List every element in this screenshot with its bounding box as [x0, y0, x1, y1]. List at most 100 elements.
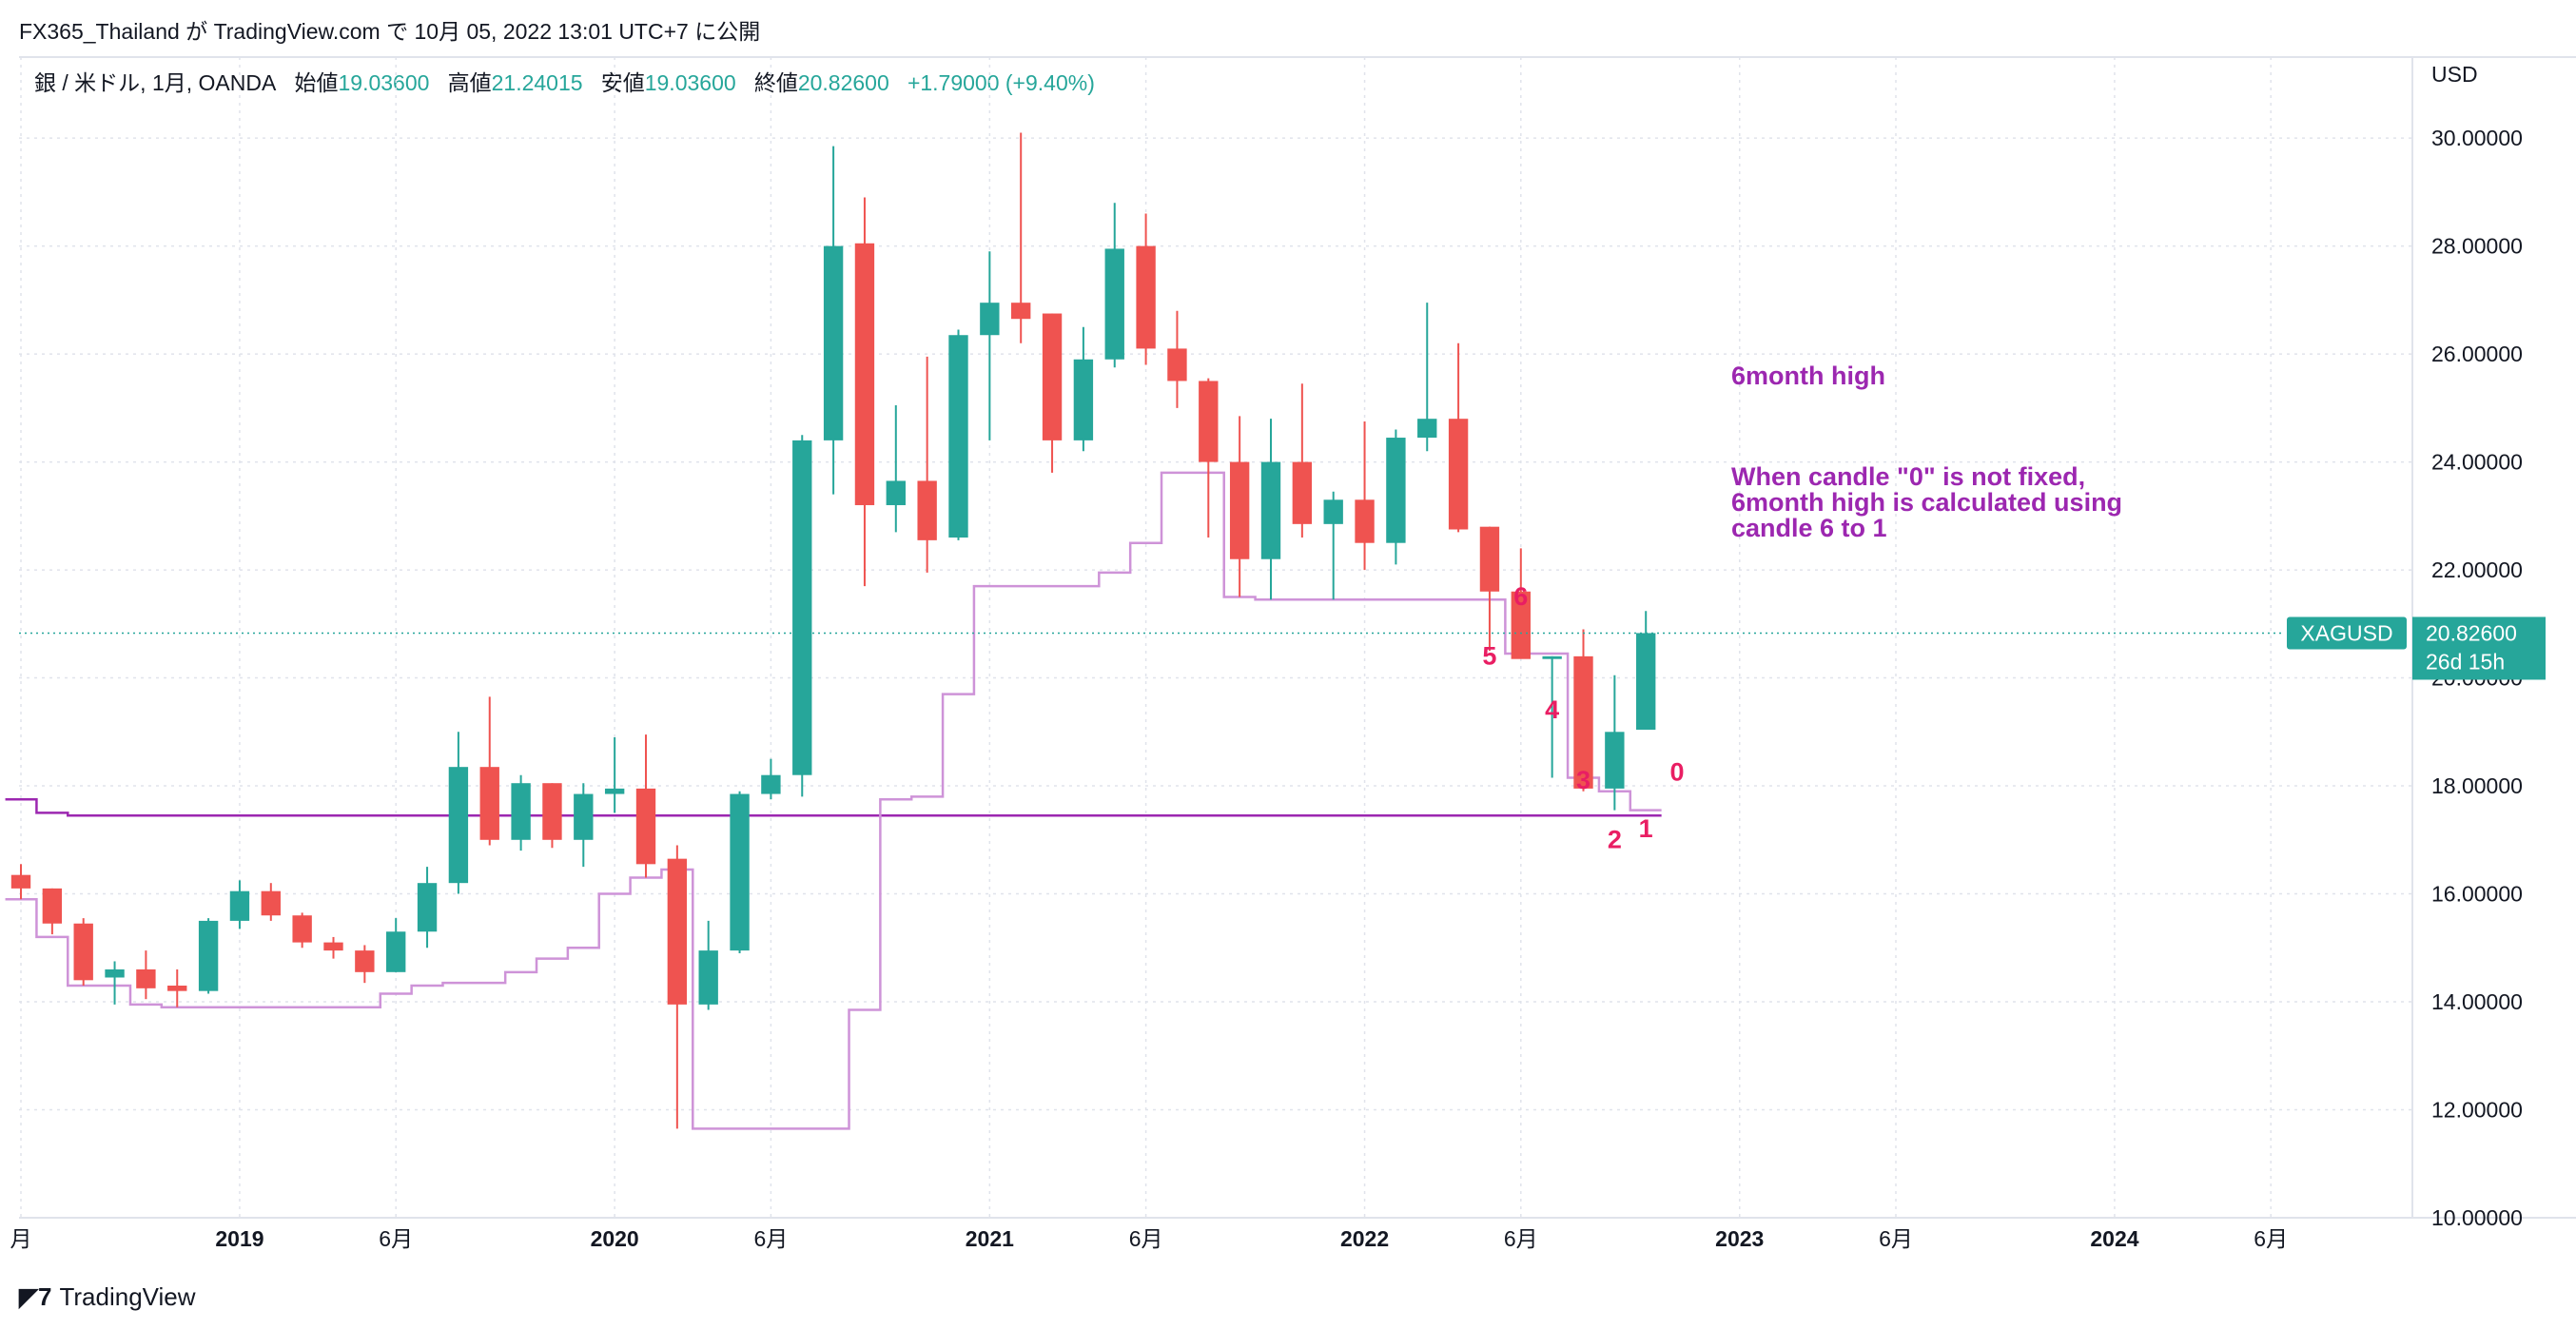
candle[interactable]	[542, 783, 562, 849]
candle[interactable]	[1573, 629, 1593, 792]
time-tick-label: 2021	[966, 1226, 1014, 1251]
candle[interactable]	[1199, 378, 1219, 538]
candle[interactable]	[761, 758, 781, 800]
candle-body	[73, 923, 93, 981]
change-value: +1.79000 (+9.40%)	[907, 70, 1095, 95]
candle-body	[1511, 591, 1531, 659]
candle[interactable]	[948, 329, 968, 540]
annotation-title: 6month high	[1731, 362, 1885, 390]
candle[interactable]	[635, 734, 656, 878]
six-month-high-channel	[5, 797, 1662, 817]
candle[interactable]	[1479, 526, 1500, 652]
candle[interactable]	[823, 146, 844, 495]
candle[interactable]	[698, 920, 718, 1010]
candle[interactable]	[167, 968, 187, 1007]
candle[interactable]	[1323, 491, 1343, 600]
candle[interactable]	[1386, 429, 1406, 565]
candle-body	[823, 245, 844, 440]
candle[interactable]	[854, 197, 875, 587]
candle[interactable]	[386, 918, 406, 972]
candle[interactable]	[1104, 203, 1124, 368]
candle[interactable]	[292, 912, 312, 949]
candle-body	[355, 950, 375, 972]
candle[interactable]	[1011, 132, 1031, 343]
symbol-name[interactable]: 銀 / 米ドル, 1月, OANDA	[34, 70, 277, 95]
symbol-tag: XAGUSD	[2300, 620, 2392, 645]
candle[interactable]	[1292, 383, 1313, 538]
candle[interactable]	[417, 867, 438, 949]
candle[interactable]	[667, 845, 688, 1129]
candlestick-series	[10, 132, 1656, 1129]
candle[interactable]	[604, 736, 625, 813]
candle[interactable]	[1417, 303, 1437, 452]
time-tick-label: 2020	[591, 1226, 639, 1251]
tradingview-logo[interactable]: ◤7 TradingView	[19, 1282, 196, 1312]
candle-number-label: 5	[1482, 641, 1496, 670]
candle[interactable]	[1260, 419, 1281, 600]
ohlc-legend: 銀 / 米ドル, 1月, OANDA 始値19.03600 高値21.24015…	[34, 65, 1095, 97]
candle[interactable]	[1073, 326, 1094, 452]
open-label: 始値	[294, 70, 339, 95]
high-label: 高値	[447, 70, 492, 95]
candle-body	[1292, 461, 1313, 524]
candle[interactable]	[886, 405, 906, 533]
candle[interactable]	[136, 950, 156, 1000]
time-tick-label: 6月	[754, 1226, 789, 1251]
candle[interactable]	[198, 918, 219, 994]
high-value: 21.24015	[491, 70, 583, 95]
candle-body	[1355, 499, 1375, 543]
candle-body	[323, 942, 343, 951]
time-tick-label: 2022	[1340, 1226, 1389, 1251]
price-tick-label: 16.00000	[2431, 882, 2523, 907]
candle[interactable]	[1042, 313, 1063, 473]
candle-number-label: 4	[1545, 695, 1559, 724]
candle[interactable]	[10, 864, 31, 900]
candle[interactable]	[1448, 342, 1469, 533]
brand-name: TradingView	[59, 1282, 196, 1311]
candle-body	[167, 986, 187, 991]
candle-body	[1479, 526, 1500, 592]
candle[interactable]	[105, 961, 125, 1005]
candle[interactable]	[1136, 213, 1156, 365]
candle[interactable]	[1605, 675, 1625, 811]
price-tick-label: 22.00000	[2431, 557, 2523, 582]
candle[interactable]	[511, 774, 531, 851]
candle[interactable]	[1167, 310, 1187, 408]
candle-body	[542, 783, 562, 840]
annotation-note-line: 6month high is calculated using	[1731, 488, 2122, 517]
candle[interactable]	[42, 888, 63, 935]
price-tick-label: 12.00000	[2431, 1098, 2523, 1123]
candle[interactable]	[1229, 416, 1250, 597]
candle-body	[105, 968, 125, 978]
candle[interactable]	[730, 791, 750, 953]
open-value: 19.03600	[338, 70, 430, 95]
candle-body	[136, 968, 156, 988]
candle[interactable]	[1355, 421, 1375, 571]
candle[interactable]	[479, 696, 499, 846]
candle-body	[42, 888, 63, 924]
candle-body	[1605, 732, 1625, 789]
candle-body	[761, 774, 781, 794]
candle[interactable]	[1636, 611, 1656, 731]
high-channel-line	[5, 797, 1662, 817]
candle[interactable]	[574, 783, 594, 868]
candle[interactable]	[323, 936, 343, 959]
annotation-note-line: When candle "0" is not fixed,	[1731, 462, 2085, 491]
candle[interactable]	[1511, 548, 1531, 659]
candle-body	[479, 767, 499, 840]
candle[interactable]	[792, 435, 812, 797]
candle-body	[1167, 348, 1187, 381]
candle[interactable]	[1542, 655, 1562, 778]
candle-body	[386, 931, 406, 972]
candle[interactable]	[917, 356, 937, 573]
publish-title: FX365_Thailand が TradingView.com で 10月 0…	[19, 19, 761, 44]
candle[interactable]	[355, 945, 375, 984]
candle[interactable]	[980, 251, 1000, 440]
price-chart[interactable]: 6month high When candle "0" is not fixed,…	[0, 0, 2576, 1275]
candle[interactable]	[448, 732, 469, 894]
candle[interactable]	[261, 883, 281, 921]
candle-body	[980, 303, 1000, 336]
candle[interactable]	[229, 880, 250, 929]
annotation-note-line: candle 6 to 1	[1731, 514, 1887, 542]
candle[interactable]	[73, 918, 93, 986]
